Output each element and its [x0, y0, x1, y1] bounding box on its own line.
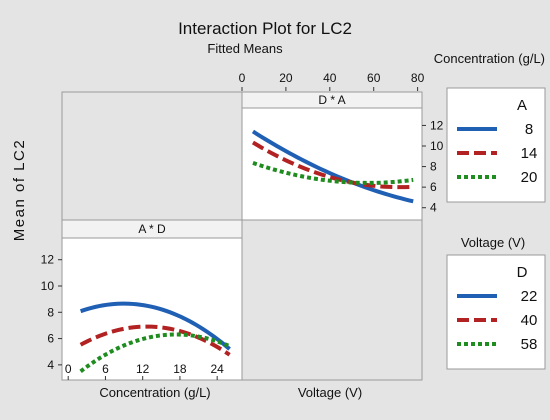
panel-da-strip-label: D * A	[318, 93, 345, 107]
panel-ad-background	[61, 219, 243, 381]
legend-label-58: 58	[521, 336, 538, 353]
legend-d-box	[446, 254, 546, 370]
panel-da-y-tick-label: 8	[430, 160, 437, 174]
panel-da-series-20-line	[252, 161, 414, 185]
panel-ad-series-58-line	[79, 332, 231, 373]
panel-da-x-tick-label: 80	[411, 71, 425, 85]
panel-ad-y-tick-label: 6	[47, 332, 54, 346]
legend-a-box	[446, 87, 546, 203]
panel-ad-strip	[61, 219, 243, 239]
legend-label-20: 20	[521, 169, 538, 186]
bottom-middle-variable-label: Voltage (V)	[298, 385, 362, 400]
legend-title: D	[517, 264, 528, 281]
panel-ad-x-tick-label: 24	[210, 362, 224, 376]
panel-da-y-tick-label: 10	[430, 139, 444, 153]
chart-subtitle: Fitted Means	[207, 41, 283, 56]
panel-da-x-tick-label: 0	[239, 71, 246, 85]
panel-da-y-tick-label: 4	[430, 201, 437, 215]
legend-label-8: 8	[525, 121, 533, 138]
panel-ad-plot: 0 6 12 18 24 4 6 8 10 12	[41, 253, 231, 380]
y-axis-label: Mean of LC2	[11, 139, 28, 241]
right-middle-variable-label: Voltage (V)	[461, 235, 525, 250]
panel-ad-x-tick-label: 12	[136, 362, 150, 376]
panel-da-series-14-line	[251, 140, 414, 190]
legend-d: D 22 40 58	[457, 264, 537, 353]
legend-label-40: 40	[521, 312, 538, 329]
panel-da-y-tick-label: 6	[430, 180, 437, 194]
panel-ad-x-tick-label: 6	[102, 362, 109, 376]
panel-ad-y-tick-label: 4	[47, 358, 54, 372]
top-right-variable-label: Concentration (g/L)	[434, 51, 545, 66]
panel-ad-series-22-line	[79, 301, 231, 351]
panel-ad-y-tick-label: 8	[47, 305, 54, 319]
legend-title: A	[517, 97, 527, 114]
panel-ad-series-40-line	[79, 324, 231, 357]
panel-ad-x-tick-label: 0	[65, 362, 72, 376]
legend-label-22: 22	[521, 288, 538, 305]
panel-da-strip	[241, 91, 423, 109]
panel-da-x-tick-label: 20	[279, 71, 293, 85]
panel-da-series-8-line	[251, 129, 414, 204]
panel-da-y-tick-label: 12	[430, 118, 444, 132]
panel-da-x-tick-label: 60	[367, 71, 381, 85]
panel-da-x-tick-label: 40	[323, 71, 337, 85]
panel-da-plot: 0 20 40 60 80 4 6 8 10 12	[239, 71, 444, 215]
panel-ad-strip-label: A * D	[138, 222, 166, 236]
legend-label-14: 14	[521, 145, 538, 162]
legend-a: A 8 14 20	[457, 97, 537, 186]
chart-title: Interaction Plot for LC2	[178, 19, 352, 38]
bottom-left-variable-label: Concentration (g/L)	[99, 385, 210, 400]
panel-ad-y-tick-label: 12	[41, 253, 55, 267]
panel-ad-y-tick-label: 10	[41, 279, 55, 293]
panel-ad-x-tick-label: 18	[173, 362, 187, 376]
panel-da-background	[241, 91, 423, 221]
